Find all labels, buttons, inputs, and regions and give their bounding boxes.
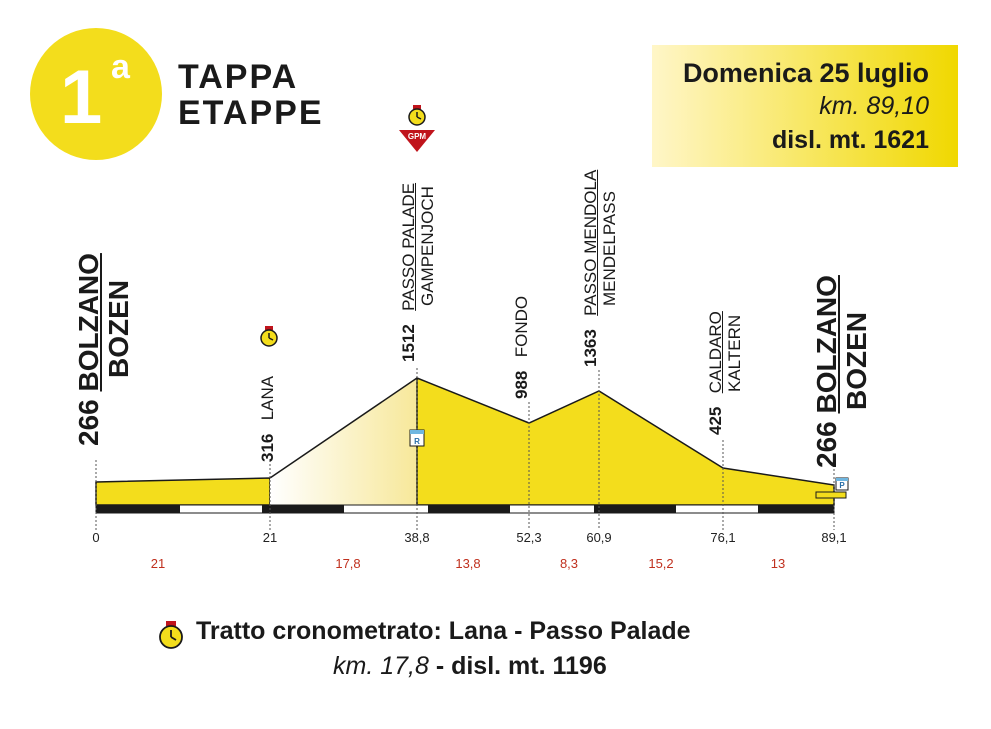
stage-title-line1: TAPPA [178, 58, 299, 96]
timed-section-title: Tratto cronometrato: Lana - Passo Palade [196, 617, 691, 645]
stopwatch-icon [159, 621, 183, 649]
point-passo-mendola-de: MENDELPASS [600, 191, 619, 306]
km-tick: 60,9 [586, 530, 612, 545]
profile-flat-start [95, 477, 271, 506]
point-fondo: 988 FONDO [512, 295, 531, 399]
km-tick: 0 [92, 530, 100, 545]
finish-name-de: BOZEN [841, 312, 872, 410]
point-passo-palade-de: GAMPENJOCH [418, 186, 437, 306]
timed-section-details: km. 17,8 - disl. mt. 1196 [333, 652, 607, 680]
km-tick: 52,3 [516, 530, 542, 545]
point-lana: 316 LANA [258, 375, 277, 462]
point-caldaro-de: KALTERN [725, 314, 744, 392]
segment-distance: 17,8 [335, 556, 361, 571]
stage-distance: km. 89,10 [819, 92, 929, 120]
gpm-label: GPM [408, 132, 427, 141]
profile-timed-climb [270, 378, 417, 505]
svg-text:P: P [839, 481, 845, 490]
refreshment-icon: R [409, 429, 425, 447]
svg-text:R: R [414, 437, 420, 446]
segment-distance: 8,3 [559, 556, 579, 571]
segment-distance: 21 [150, 556, 166, 571]
segment-distance: 15,2 [648, 556, 674, 571]
segment-distance: 13,8 [455, 556, 481, 571]
point-passo-palade: 1512 PASSO PALADE [399, 182, 418, 362]
km-tick: 89,1 [821, 530, 847, 545]
stopwatch-icon [260, 326, 278, 347]
finish-altitude: 266 BOLZANO [811, 275, 842, 468]
point-passo-mendola: 1363 PASSO MENDOLA [581, 169, 600, 367]
info-box [652, 45, 958, 167]
stage-number: 1 [60, 55, 102, 140]
start-name-de: BOZEN [103, 280, 134, 378]
profile-timed-climb-line [269, 377, 418, 479]
point-caldaro: 425 CALDARO [706, 311, 725, 435]
km-tick: 38,8 [404, 530, 430, 545]
stage-number-suffix: a [111, 48, 130, 86]
finish-icon: P [815, 477, 849, 499]
stage-date: Domenica 25 luglio [682, 58, 929, 88]
km-tick: 76,1 [710, 530, 736, 545]
start-altitude: 266 BOLZANO [73, 253, 104, 446]
profile-descent-climb [416, 376, 835, 506]
km-tick: 21 [262, 530, 278, 545]
stage-title-line2: ETAPPE [178, 94, 324, 132]
stage-elevation-gain: disl. mt. 1621 [771, 126, 929, 154]
gpm-triangle-icon [399, 130, 435, 152]
stopwatch-icon [408, 105, 426, 126]
stage-badge [30, 28, 162, 160]
segment-distance: 13 [770, 556, 786, 571]
